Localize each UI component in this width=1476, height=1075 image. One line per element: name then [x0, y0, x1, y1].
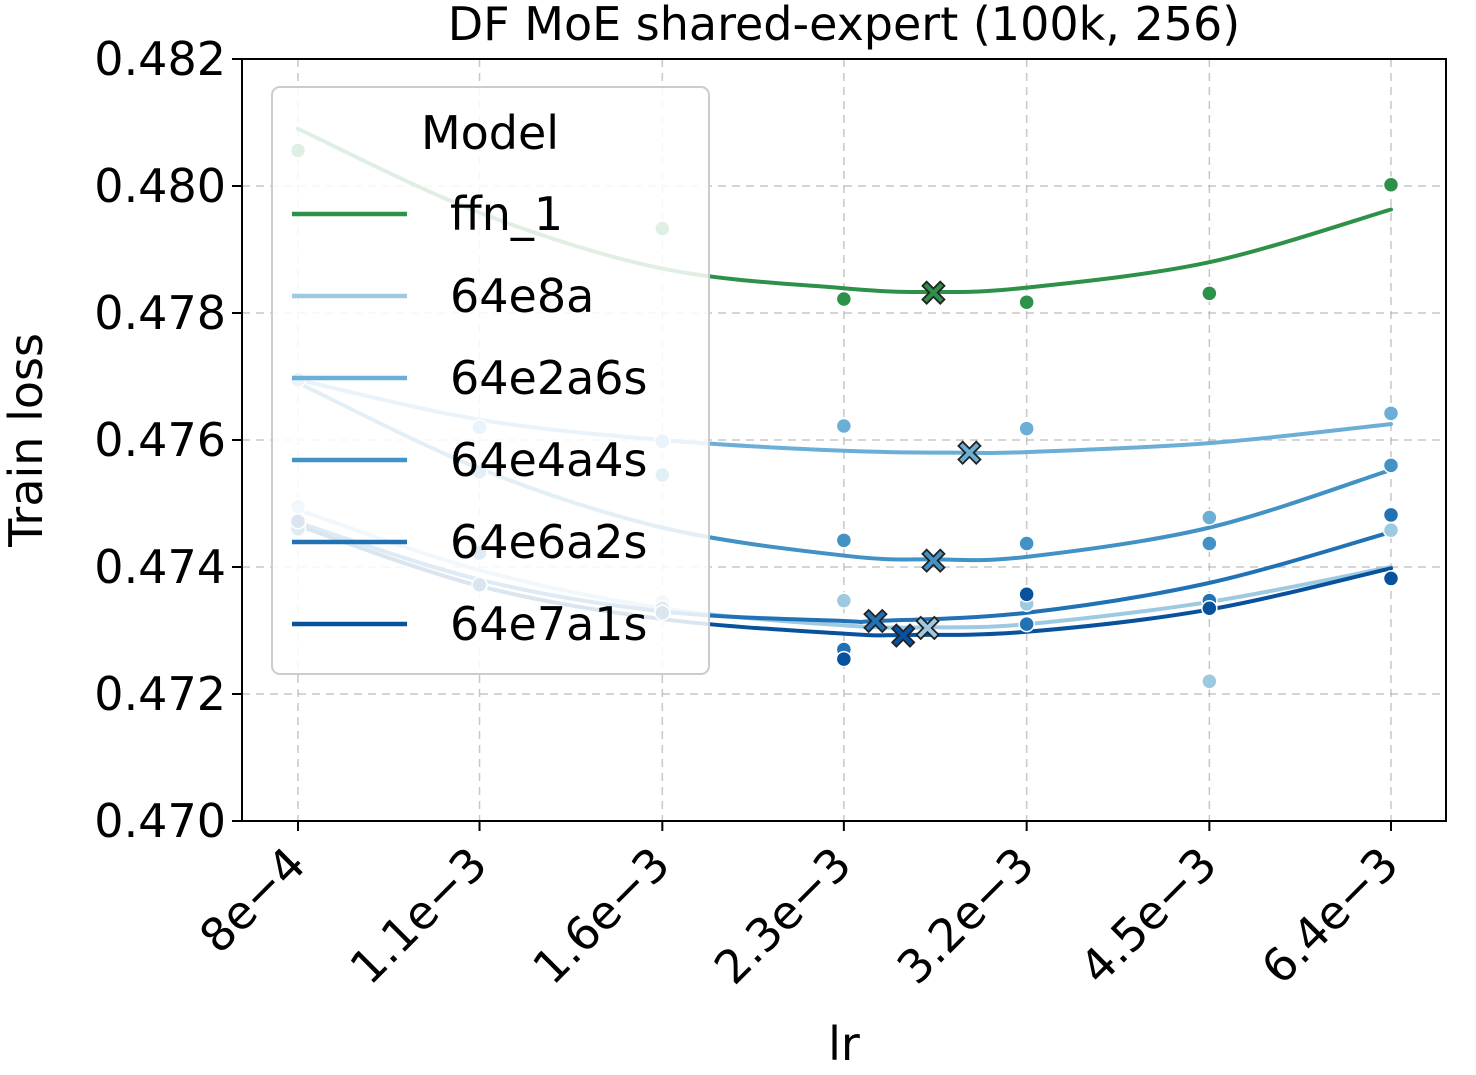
legend-label: 64e4a4s — [450, 433, 648, 487]
optimum-marker — [890, 623, 916, 648]
data-point — [835, 532, 853, 549]
x-axis-label: lr — [828, 1017, 860, 1071]
legend-box — [271, 86, 710, 675]
legend-items: ffn_1 64e8a 64e2a6s 64e4a4s 64e6a2s 64e7a1s — [292, 187, 648, 651]
data-point — [1018, 535, 1035, 552]
data-point — [1018, 420, 1035, 437]
legend: Model ffn_1 64e8a 64e2a6s 64e4a4s 64e6a2s 64e… — [271, 86, 710, 675]
data-point — [1018, 586, 1035, 603]
data-point — [1201, 600, 1218, 617]
data-point — [1382, 176, 1400, 193]
optimum-marker — [863, 608, 888, 634]
y-tick-label: 0.476 — [94, 413, 226, 467]
chart-title: DF MoE shared-expert (100k, 256) — [448, 0, 1241, 51]
data-point — [1201, 509, 1218, 526]
data-point — [1018, 615, 1035, 633]
data-point — [835, 592, 853, 609]
legend-label: 64e6a2s — [450, 515, 648, 569]
data-point — [1382, 405, 1400, 422]
legend-label: 64e7a1s — [450, 597, 648, 651]
data-point — [1382, 570, 1400, 587]
y-tick-label: 0.478 — [94, 286, 226, 340]
optimum-marker — [957, 440, 982, 465]
data-point — [1382, 506, 1400, 524]
optimum-markers — [863, 280, 982, 648]
data-point — [835, 650, 853, 668]
data-point — [1201, 285, 1218, 302]
optimum-marker — [915, 615, 940, 641]
legend-label: 64e8a — [450, 269, 594, 323]
y-tick-label: 0.482 — [94, 32, 226, 86]
legend-label: 64e2a6s — [450, 351, 648, 405]
y-axis-label: Train loss — [0, 333, 53, 548]
y-tick-label: 0.480 — [94, 159, 226, 213]
y-tick-label: 0.472 — [94, 667, 226, 721]
data-point — [1201, 673, 1218, 690]
data-point — [1382, 521, 1400, 539]
y-tick-label: 0.470 — [94, 794, 226, 848]
data-point — [1382, 457, 1400, 474]
data-point — [835, 290, 853, 308]
data-point — [1018, 293, 1035, 311]
optimum-marker — [921, 280, 946, 305]
y-tick-label: 0.474 — [94, 540, 226, 594]
data-point — [835, 417, 853, 435]
y-axis-ticks: 0.470 0.472 0.474 0.476 0.478 0.480 0.482 — [94, 32, 242, 848]
data-point — [1201, 535, 1218, 552]
optimum-marker — [921, 548, 946, 573]
legend-label: ffn_1 — [450, 187, 563, 241]
legend-title: Model — [421, 106, 559, 160]
